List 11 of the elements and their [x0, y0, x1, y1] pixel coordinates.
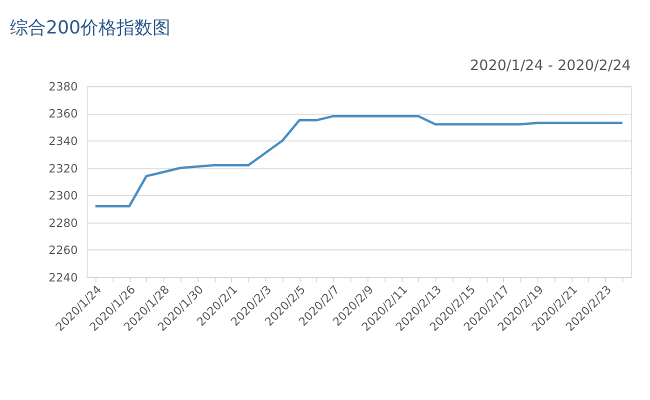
y-tick-label: 2360	[48, 106, 78, 121]
y-tick-label: 2320	[48, 161, 78, 176]
y-tick-label: 2280	[48, 216, 78, 230]
y-tick-label: 2300	[48, 188, 78, 203]
chart-title: 综合200价格指数图	[10, 18, 171, 39]
y-tick-label: 2380	[48, 79, 78, 94]
y-tick-label: 2260	[48, 243, 78, 258]
y-tick-label: 2240	[48, 270, 78, 284]
line-series	[94, 114, 624, 208]
y-tick-label: 2340	[48, 134, 78, 148]
chart-subtitle: 2020/1/24 - 2020/2/24	[470, 58, 631, 74]
